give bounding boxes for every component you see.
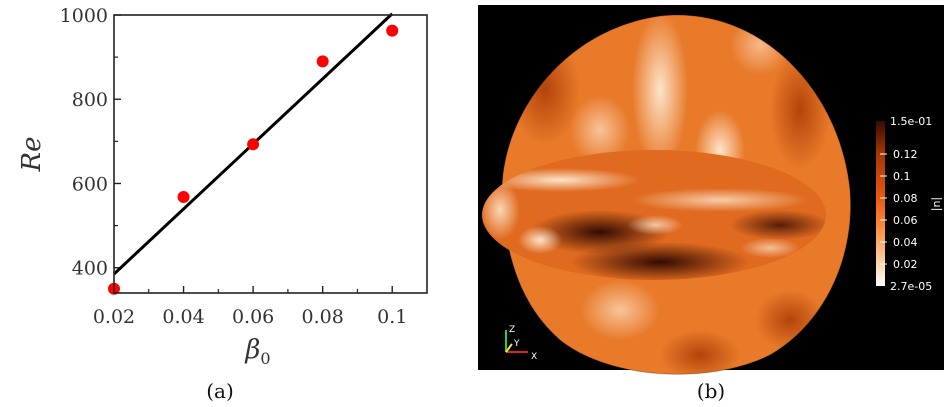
y-tick-label: 800: [72, 89, 108, 111]
colorbar: [876, 121, 885, 286]
x-axis-ticks: 0.02 0.04 0.06 0.08 0.1: [93, 286, 407, 328]
colorbar-ticks: 0.12 0.1 0.08 0.06 0.04 0.02: [880, 148, 918, 271]
colorbar-title: |u|: [931, 197, 944, 211]
x-tick-label: 0.08: [302, 306, 344, 328]
x-tick-label: 0.06: [232, 306, 274, 328]
colorbar-tick-label: 0.06: [893, 214, 918, 227]
triad-z-label: Z: [509, 325, 515, 335]
x-tick-label: 0.04: [162, 306, 204, 328]
y-axis-label: Re: [17, 137, 47, 173]
triad-x-label: X: [531, 352, 537, 362]
chart-series: [108, 12, 399, 295]
y-axis-ticks: 400 600 800 1000: [60, 5, 121, 280]
axes-triad: Z Y X: [505, 325, 537, 362]
equatorial-ring: [482, 150, 826, 280]
data-point: [386, 24, 399, 37]
colorbar-tick-label: 0.12: [893, 148, 918, 161]
sphere-outline: [501, 14, 852, 375]
triad-y-axis: [505, 343, 513, 353]
x-tick-label: 0.02: [93, 306, 135, 328]
colorbar-tick-label: 0.08: [893, 192, 918, 205]
y-tick-label: 600: [72, 173, 108, 195]
triad-y-label: Y: [513, 339, 520, 349]
colorbar-tick-label: 0.04: [893, 236, 918, 249]
colorbar-max-label: 1.5e-01: [890, 115, 932, 128]
data-point: [316, 55, 329, 68]
x-axis-label-subscript: 0: [260, 349, 270, 368]
y-tick-label: 1000: [60, 5, 108, 27]
data-point: [247, 138, 260, 151]
panel-a-caption: (a): [206, 379, 234, 403]
x-tick-label: 0.1: [377, 306, 407, 328]
x-axis-label-symbol: β: [244, 335, 260, 365]
x-axis-label: β0: [244, 335, 270, 368]
y-tick-label: 400: [72, 258, 108, 280]
flow-field-render: 1.5e-01 2.7e-05 0.120.10.080.060.040.02 …: [478, 5, 944, 403]
panel-b-caption: (b): [697, 379, 725, 403]
colorbar-tick-label: 0.1: [893, 170, 911, 183]
data-point: [177, 190, 190, 203]
colorbar-min-label: 2.7e-05: [890, 280, 932, 293]
plot-frame: [113, 14, 428, 294]
colorbar-tick-label: 0.02: [893, 258, 918, 271]
